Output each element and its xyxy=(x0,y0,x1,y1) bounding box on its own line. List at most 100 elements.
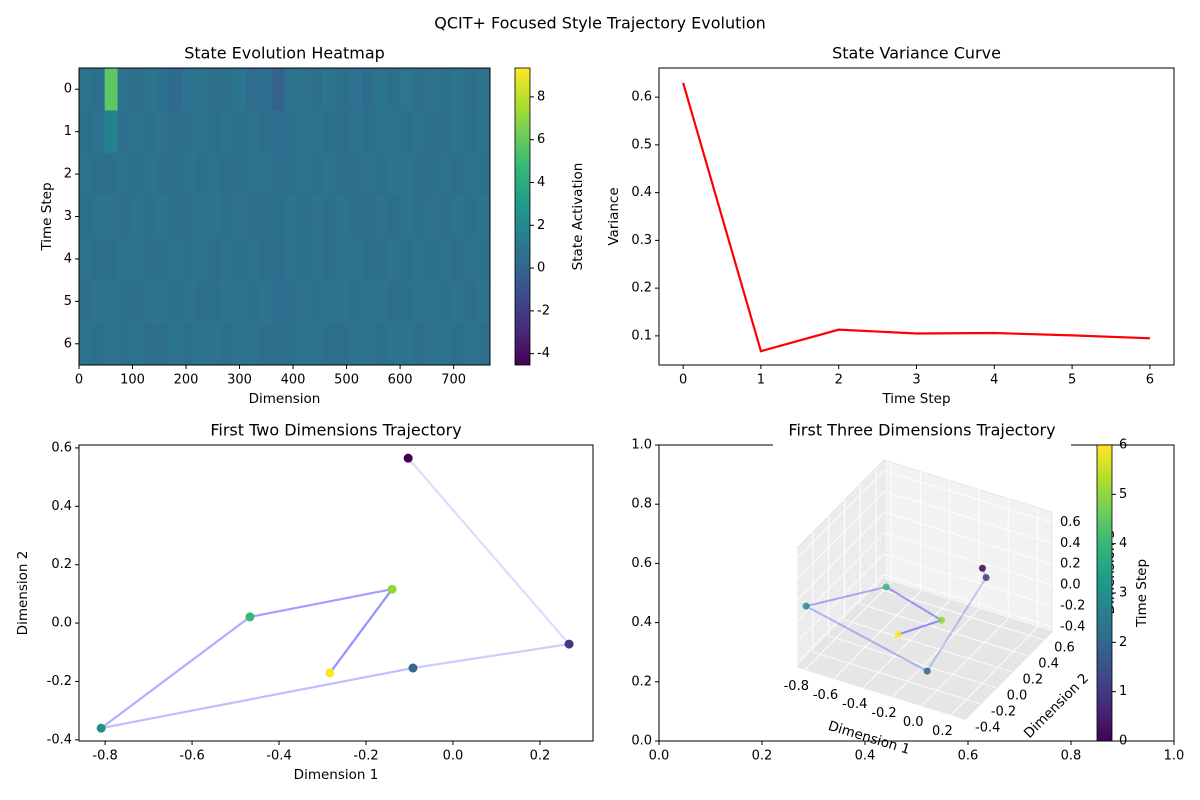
y-tick-label: -0.4 xyxy=(47,732,72,747)
heatmap-cell xyxy=(104,237,118,281)
axes-frame xyxy=(78,444,594,742)
x3d-tick-label: -0.6 xyxy=(813,688,838,703)
y-grid-floor xyxy=(796,667,966,721)
heatmap-cell xyxy=(284,237,298,281)
heatmap-cell xyxy=(400,68,414,111)
heatmap-cell xyxy=(258,68,272,111)
heatmap-cell xyxy=(284,110,298,154)
trajectory-point-3d xyxy=(978,564,986,572)
heatmap-cell xyxy=(348,110,362,154)
y-tick-label: 0.6 xyxy=(51,440,72,455)
heatmap-cell xyxy=(79,110,93,154)
heatmap-cell xyxy=(156,280,170,323)
x-tick-label: 100 xyxy=(120,373,145,388)
heatmap-cell xyxy=(323,280,337,323)
colorbar-tick-label: 0 xyxy=(1119,734,1127,749)
x-tick-label: 6 xyxy=(1146,373,1154,388)
trajectory-point-3d xyxy=(802,602,810,610)
z-grid-left xyxy=(796,470,885,559)
heatmap-cell xyxy=(284,280,298,323)
heatmap-cell xyxy=(348,322,362,366)
x-tick-label: 200 xyxy=(174,373,199,388)
x-tick-label: 0.8 xyxy=(1061,749,1082,764)
colorbar-tick-label: 6 xyxy=(537,132,545,147)
x-tick-label: 0.6 xyxy=(958,749,979,764)
heatmap-cell xyxy=(464,68,478,111)
x-tick-label: 2 xyxy=(835,373,843,388)
heatmap-cell xyxy=(156,237,170,281)
heatmap-cell xyxy=(400,322,414,366)
heatmap-cell xyxy=(374,68,388,111)
heatmap-cell xyxy=(104,322,118,366)
heatmap-cell xyxy=(451,152,465,196)
trajectory-point xyxy=(403,453,413,463)
figure-title: QCIT+ Focused Style Trajectory Evolution xyxy=(434,14,766,33)
heatmap-cell xyxy=(207,237,221,281)
trajectory-point-3d xyxy=(923,667,931,675)
x3d-tick-label: -0.4 xyxy=(842,697,867,712)
heatmap-cell xyxy=(168,280,183,323)
heatmap-cell xyxy=(464,110,478,154)
trajectory-point xyxy=(564,639,574,649)
heatmap-cell xyxy=(323,152,337,196)
heatmap-cell xyxy=(425,195,439,239)
heatmap-cell xyxy=(271,152,285,196)
trajectory-segment xyxy=(100,666,414,730)
heatmap-cell xyxy=(310,195,324,239)
heatmap-cell xyxy=(181,152,195,196)
x-tick-label: 0.2 xyxy=(530,749,551,764)
heatmap-cell xyxy=(245,280,260,323)
y-tick-label: 0.5 xyxy=(631,137,652,152)
x-tick-label: -0.6 xyxy=(179,749,204,764)
y-tick-label: 0 xyxy=(64,82,72,97)
heatmap-cell xyxy=(323,110,337,154)
z-grid-back xyxy=(883,470,1053,523)
heatmap-cell xyxy=(156,195,170,239)
heatmap-cell xyxy=(143,110,157,154)
x-tick-label: -0.4 xyxy=(266,749,291,764)
heatmap-cell xyxy=(412,110,427,154)
heatmap-cell xyxy=(477,237,491,281)
heatmap-cell xyxy=(438,152,452,196)
y-tick-label: 4 xyxy=(64,251,72,266)
heatmap-cell xyxy=(104,110,118,154)
colorbar xyxy=(1096,444,1113,742)
colorbar-tick-label: 0 xyxy=(537,261,545,276)
heatmap-cell xyxy=(194,195,208,239)
heatmap-cell xyxy=(143,237,157,281)
heatmap-cell xyxy=(400,280,414,323)
z-grid-left xyxy=(796,574,885,664)
heatmap-cell xyxy=(79,280,93,323)
heatmap-cell xyxy=(207,280,221,323)
heatmap-cell xyxy=(425,280,439,323)
heatmap-cell xyxy=(335,280,350,323)
heatmap-cell xyxy=(310,237,324,281)
trajectory-point-3d xyxy=(938,616,946,624)
heatmap-cell xyxy=(387,68,401,111)
trajectory-segment xyxy=(412,642,570,670)
heatmap-cell xyxy=(374,152,388,196)
y-tick-label: 0.4 xyxy=(51,499,72,514)
heatmap-cell xyxy=(348,152,362,196)
x-tick-label: 4 xyxy=(990,373,998,388)
trajectory-point xyxy=(96,723,106,733)
heatmap-cell xyxy=(104,68,118,111)
trajectory-point xyxy=(325,668,335,678)
z3d-tick-label: -0.4 xyxy=(1060,619,1085,634)
y-tick-label: 0.6 xyxy=(631,90,652,105)
z-grid-back xyxy=(883,490,1053,544)
heatmap-cell xyxy=(130,280,144,323)
heatmap-cell xyxy=(143,280,157,323)
heatmap-cell xyxy=(117,195,131,239)
x-tick-label: 5 xyxy=(1068,373,1076,388)
z3d-tick-label: 0.2 xyxy=(1060,557,1081,572)
heatmap-cell xyxy=(310,68,324,111)
heatmap-cell xyxy=(91,237,105,281)
heatmap-cell xyxy=(258,237,272,281)
x-grid-floor xyxy=(862,600,951,689)
y-tick-label: -0.2 xyxy=(47,674,72,689)
x-grid-floor xyxy=(833,590,921,680)
trajectory-point-3d xyxy=(882,583,890,591)
colorbar-tick-label: -2 xyxy=(537,303,550,318)
heatmap-cell xyxy=(477,322,491,366)
